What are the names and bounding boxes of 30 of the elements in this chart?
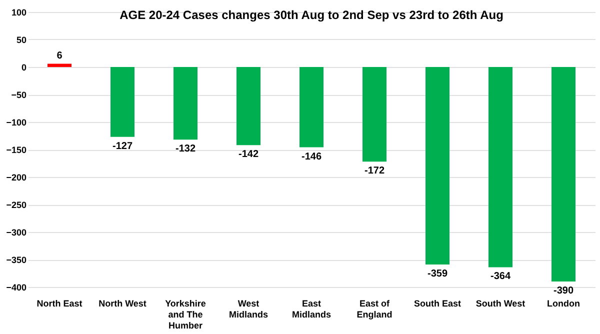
data-label: -146 bbox=[301, 151, 322, 162]
y-tick-label: −300 bbox=[6, 228, 26, 238]
y-tick-label: −400 bbox=[6, 282, 26, 292]
data-label: -127 bbox=[112, 140, 133, 152]
data-label: 6 bbox=[56, 50, 63, 62]
data-label: -364 bbox=[490, 271, 511, 282]
y-tick-label: 0 bbox=[21, 62, 26, 72]
x-tick-label: South East bbox=[414, 298, 462, 308]
y-tick-label: −50 bbox=[11, 90, 26, 100]
x-tick-label: Yorkshire and The Humber bbox=[165, 298, 206, 330]
data-label: -172 bbox=[364, 166, 385, 177]
y-tick-label: 50 bbox=[16, 35, 26, 45]
x-tick-label: East Midlands bbox=[292, 298, 332, 320]
chart-title: AGE 20-24 Cases changes 30th Aug to 2nd Sep vs 23rd to 26th Aug bbox=[120, 8, 504, 22]
y-tick-label: 100 bbox=[11, 8, 26, 18]
y-tick-label: −100 bbox=[6, 118, 26, 128]
data-label: -142 bbox=[238, 149, 259, 160]
x-tick-label: East of England bbox=[356, 298, 392, 320]
y-tick-label: −150 bbox=[6, 145, 26, 155]
y-tick-label: −200 bbox=[6, 172, 26, 182]
y-tick-label: −350 bbox=[6, 255, 26, 265]
x-tick-label: North East bbox=[36, 298, 82, 308]
x-tick-label: London bbox=[547, 298, 580, 308]
y-tick-label: −250 bbox=[6, 200, 26, 210]
data-label: -359 bbox=[427, 268, 448, 280]
data-label: -390 bbox=[553, 286, 574, 296]
data-label: -132 bbox=[175, 144, 196, 155]
x-tick-label: West Midlands bbox=[228, 298, 268, 320]
x-tick-label: North West bbox=[98, 298, 146, 308]
x-tick-label: South West bbox=[476, 298, 526, 308]
